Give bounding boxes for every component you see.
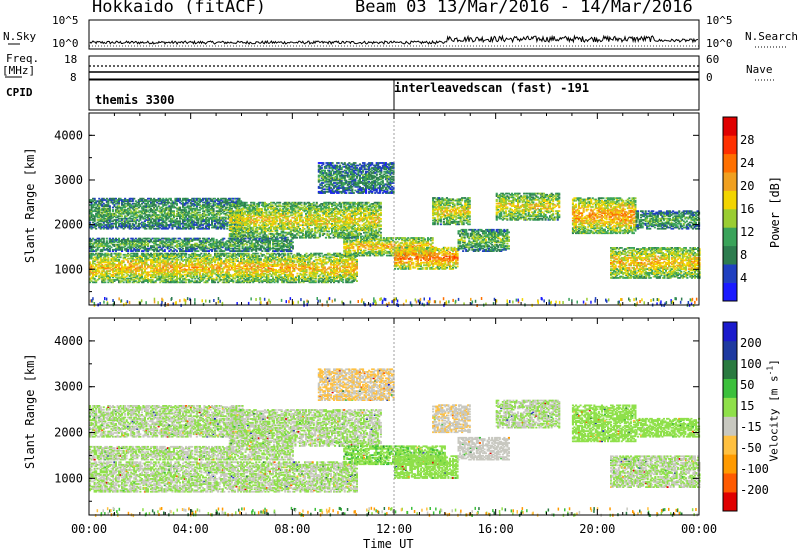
- power-band-0: [89, 253, 358, 283]
- figure-canvas: 2824201612842001005015-15-50-100-200 400…: [0, 0, 800, 554]
- power-cell: [94, 278, 96, 280]
- power-cell: [210, 254, 212, 256]
- power-cell: [120, 253, 122, 255]
- power-cell: [136, 253, 138, 255]
- power-cell: [185, 281, 187, 283]
- power-cell: [123, 260, 125, 262]
- power-cell: [152, 279, 154, 281]
- power-cell: [123, 281, 125, 283]
- power-cell: [104, 281, 106, 283]
- power-heatmap: [89, 162, 701, 307]
- power-cell: [127, 260, 129, 262]
- power-cell: [107, 256, 109, 258]
- power-cell: [118, 259, 120, 261]
- power-cell: [124, 264, 126, 266]
- power-cell: [120, 256, 122, 258]
- power-cell: [110, 253, 112, 255]
- power-cell: [123, 274, 125, 276]
- power-cell: [178, 259, 180, 261]
- power-cell: [200, 253, 202, 255]
- power-cell: [98, 270, 100, 272]
- power-cell: [185, 253, 187, 255]
